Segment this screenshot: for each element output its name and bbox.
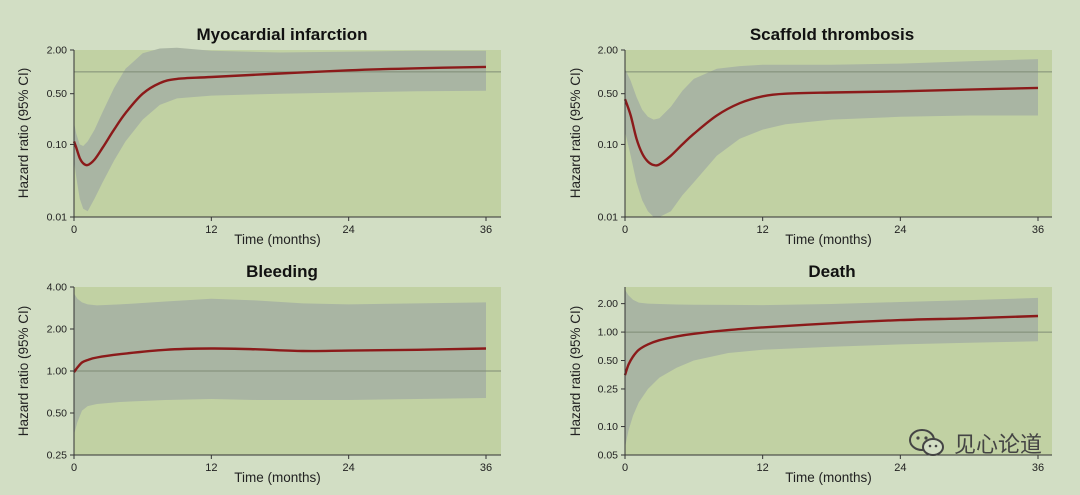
x-tick-label: 12 [205, 462, 217, 474]
y-axis-label: Hazard ratio (95% CI) [16, 68, 31, 199]
y-axis-label: Hazard ratio (95% CI) [16, 306, 31, 437]
hazard-ratio-curve [623, 86, 1039, 167]
x-axis-label: Time (months) [234, 470, 321, 485]
chart-panel: 0.25 0.50 1.00 2.00 4.00 0 12 24 36 Bleeding Time … [16, 262, 501, 485]
watermark-text: 见心论道 [953, 433, 1042, 458]
y-tick-label: 1.00 [598, 327, 619, 339]
y-tick-label: 2.00 [598, 298, 619, 310]
chart-panel: 0.01 0.10 0.50 2.00 0 12 24 36 Myocardial infarc… [16, 25, 501, 247]
x-tick-label: 24 [894, 462, 906, 474]
y-tick-label: 0.25 [598, 383, 619, 395]
y-axis-label: Hazard ratio (95% CI) [568, 68, 583, 199]
x-tick-label: 24 [343, 462, 355, 474]
y-tick-label: 0.05 [598, 450, 619, 462]
y-tick-label: 0.50 [47, 408, 68, 420]
x-tick-label: 36 [1032, 462, 1044, 474]
y-tick-label: 0.01 [47, 212, 68, 224]
x-tick-label: 12 [757, 462, 769, 474]
x-tick-label: 0 [622, 462, 628, 474]
x-tick-label: 24 [894, 224, 906, 236]
watermark: 见心论道 [908, 427, 1042, 459]
chart-panel: 0.01 0.10 0.50 2.00 0 12 24 36 Scaffold thrombos… [568, 25, 1052, 247]
x-tick-label: 36 [1032, 224, 1044, 236]
x-axis-label: Time (months) [234, 232, 321, 247]
y-tick-label: 0.10 [598, 421, 619, 433]
x-tick-label: 0 [622, 224, 628, 236]
x-tick-label: 36 [480, 462, 492, 474]
y-tick-label: 0.01 [598, 212, 619, 224]
x-tick-label: 24 [343, 224, 355, 236]
y-tick-label: 0.10 [598, 139, 619, 151]
chart-title: Myocardial infarction [197, 25, 368, 44]
chart-title: Death [808, 262, 855, 281]
confidence-band [74, 293, 486, 435]
y-tick-label: 2.00 [598, 45, 619, 57]
x-tick-label: 0 [71, 224, 77, 236]
x-axis-label: Time (months) [785, 470, 872, 485]
chart-title: Bleeding [246, 262, 318, 281]
x-tick-label: 12 [205, 224, 217, 236]
y-tick-label: 4.00 [47, 282, 68, 294]
y-tick-label: 0.50 [47, 88, 68, 100]
y-tick-label: 0.50 [598, 88, 619, 100]
y-tick-label: 1.00 [47, 366, 68, 378]
confidence-band [625, 59, 1038, 217]
x-tick-label: 12 [757, 224, 769, 236]
chart-panel: 0.05 0.10 0.25 0.50 1.00 2.00 0 12 24 36 Death Time… [568, 262, 1052, 485]
x-tick-label: 36 [480, 224, 492, 236]
y-tick-label: 0.10 [47, 139, 68, 151]
x-axis-label: Time (months) [785, 232, 872, 247]
x-tick-label: 0 [71, 462, 77, 474]
y-axis-label: Hazard ratio (95% CI) [568, 306, 583, 437]
hazard-ratio-curve [623, 314, 1039, 376]
confidence-band [74, 47, 486, 212]
y-tick-label: 2.00 [47, 324, 68, 336]
hazard-ratio-curve [72, 65, 487, 167]
y-tick-label: 0.25 [47, 450, 68, 462]
chart-title: Scaffold thrombosis [750, 25, 914, 44]
y-tick-label: 2.00 [47, 45, 68, 57]
wechat-icon [908, 429, 944, 456]
hazard-ratio-curve [73, 347, 487, 373]
y-tick-label: 0.50 [598, 355, 619, 367]
